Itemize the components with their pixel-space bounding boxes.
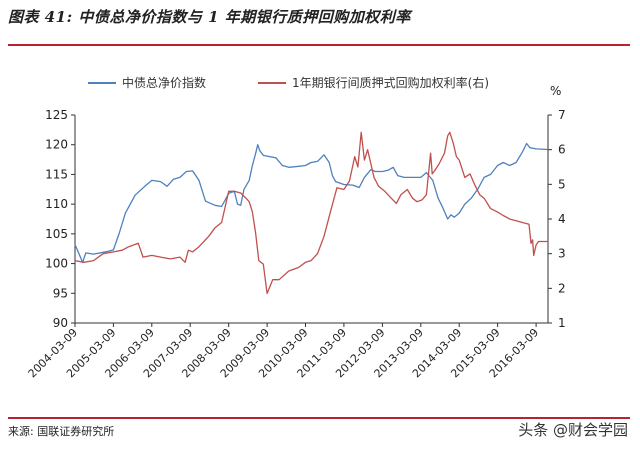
- series-line-bond-index: [74, 142, 549, 264]
- left-tick-label: 115: [45, 167, 68, 181]
- left-tick-label: 90: [53, 316, 68, 330]
- chart-title: 图表 41: 中债总净价指数与 1 年期银行质押回购加权利率: [8, 8, 411, 26]
- source-divider: [8, 417, 630, 419]
- title-divider: [8, 44, 630, 46]
- left-tick-label: 95: [53, 286, 68, 300]
- source-note: 来源: 国联证券研究所: [8, 425, 115, 438]
- right-tick-label: 4: [558, 212, 566, 226]
- legend-label: 中债总净价指数: [122, 75, 206, 90]
- right-tick-label: 2: [558, 281, 566, 295]
- left-tick-label: 120: [45, 138, 68, 152]
- watermark: 头条 @财会学园: [518, 421, 628, 439]
- left-tick-label: 125: [45, 108, 68, 122]
- series-line-repo-rate: [74, 131, 548, 295]
- left-tick-label: 110: [45, 197, 68, 211]
- left-tick-label: 105: [45, 227, 68, 241]
- right-axis-unit: %: [550, 84, 561, 98]
- right-tick-label: 7: [558, 108, 566, 122]
- right-tick-label: 6: [558, 143, 566, 157]
- legend-label: 1年期银行间质押式回购加权利率(右): [292, 75, 489, 90]
- right-tick-label: 1: [558, 316, 566, 330]
- left-tick-label: 100: [45, 257, 68, 271]
- right-tick-label: 5: [558, 177, 566, 191]
- right-tick-label: 3: [558, 247, 566, 261]
